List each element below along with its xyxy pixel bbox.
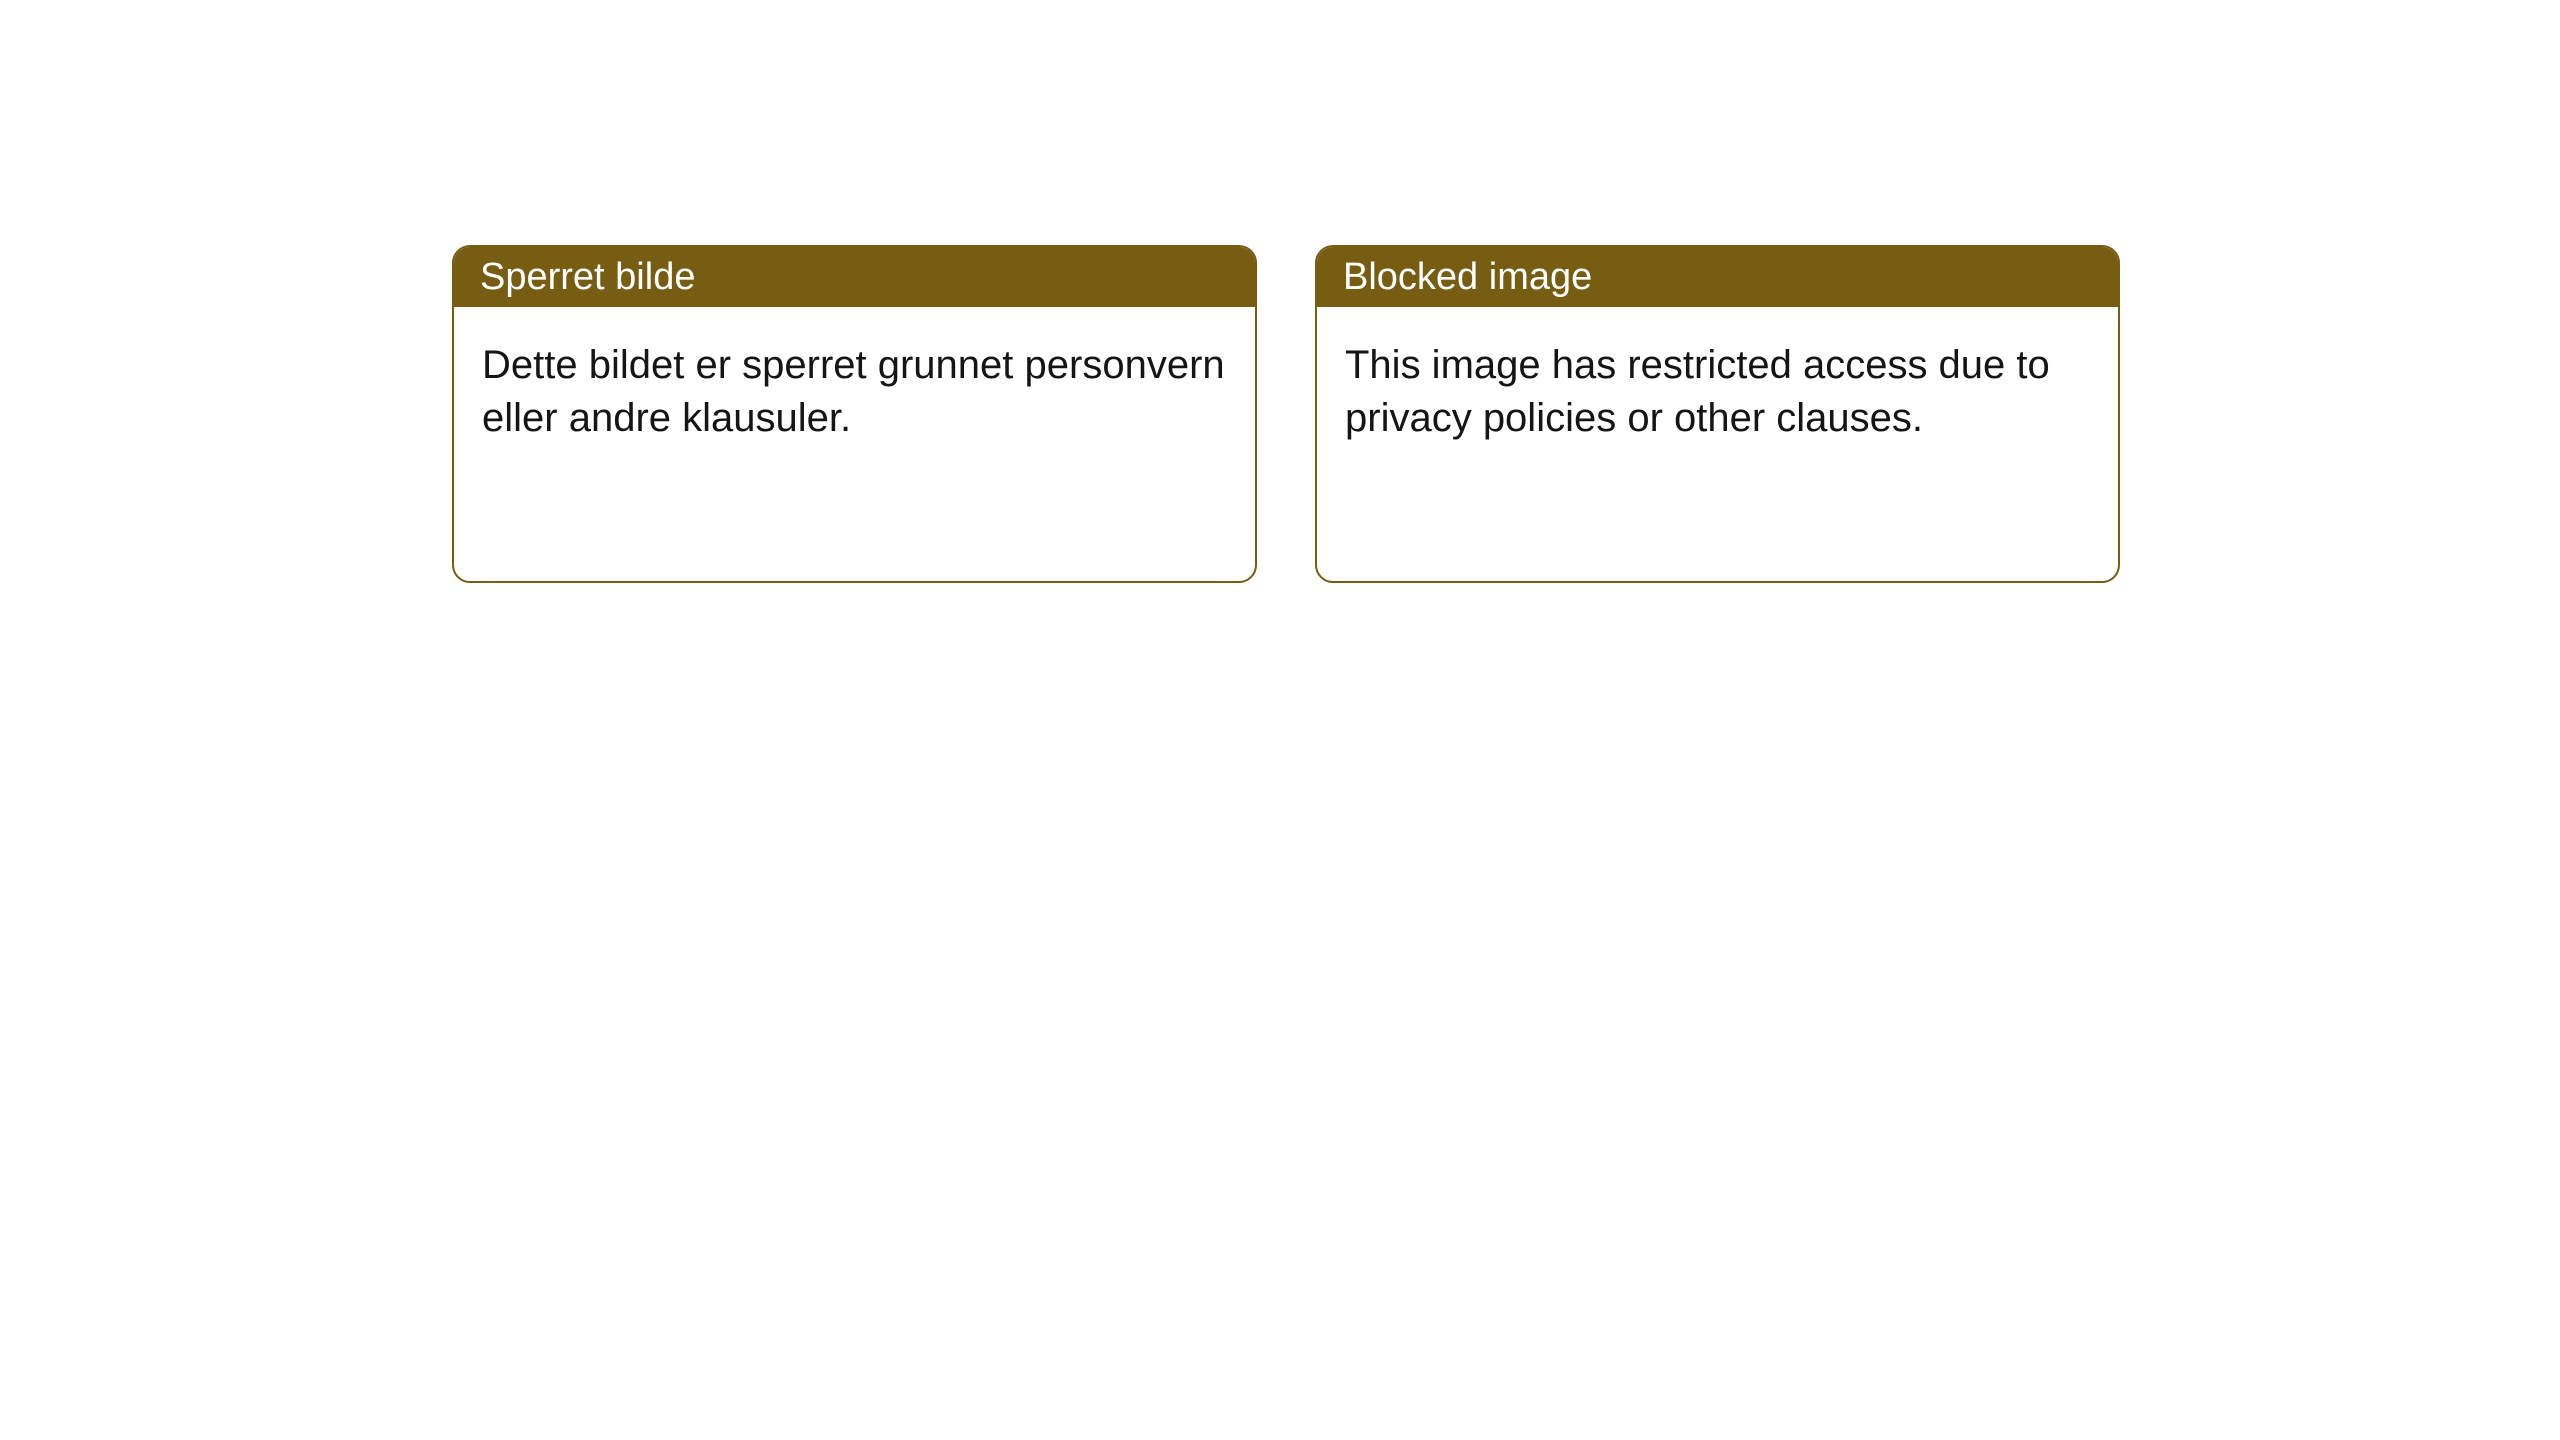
- card-body-text: This image has restricted access due to …: [1345, 343, 2050, 440]
- notice-card-norwegian: Sperret bilde Dette bildet er sperret gr…: [452, 245, 1257, 583]
- card-header: Sperret bilde: [454, 247, 1255, 307]
- card-body: This image has restricted access due to …: [1317, 307, 2118, 477]
- card-header: Blocked image: [1317, 247, 2118, 307]
- card-title: Sperret bilde: [480, 256, 695, 299]
- notice-card-english: Blocked image This image has restricted …: [1315, 245, 2120, 583]
- notice-container: Sperret bilde Dette bildet er sperret gr…: [452, 245, 2120, 583]
- card-body: Dette bildet er sperret grunnet personve…: [454, 307, 1255, 477]
- card-body-text: Dette bildet er sperret grunnet personve…: [482, 343, 1225, 440]
- card-title: Blocked image: [1343, 256, 1592, 299]
